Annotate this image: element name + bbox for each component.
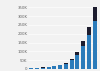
- Bar: [64, 63, 68, 64]
- Bar: [64, 64, 68, 69]
- Bar: [87, 35, 91, 69]
- Bar: [47, 67, 51, 69]
- Bar: [87, 27, 91, 35]
- Bar: [52, 66, 56, 69]
- Bar: [29, 68, 34, 69]
- Bar: [35, 68, 39, 69]
- Bar: [75, 52, 79, 55]
- Bar: [92, 7, 97, 21]
- Bar: [70, 60, 74, 69]
- Bar: [81, 46, 85, 69]
- Bar: [81, 41, 85, 46]
- Bar: [58, 65, 62, 69]
- Bar: [92, 21, 97, 69]
- Bar: [41, 68, 45, 69]
- Bar: [70, 59, 74, 60]
- Bar: [75, 55, 79, 69]
- Bar: [41, 67, 45, 68]
